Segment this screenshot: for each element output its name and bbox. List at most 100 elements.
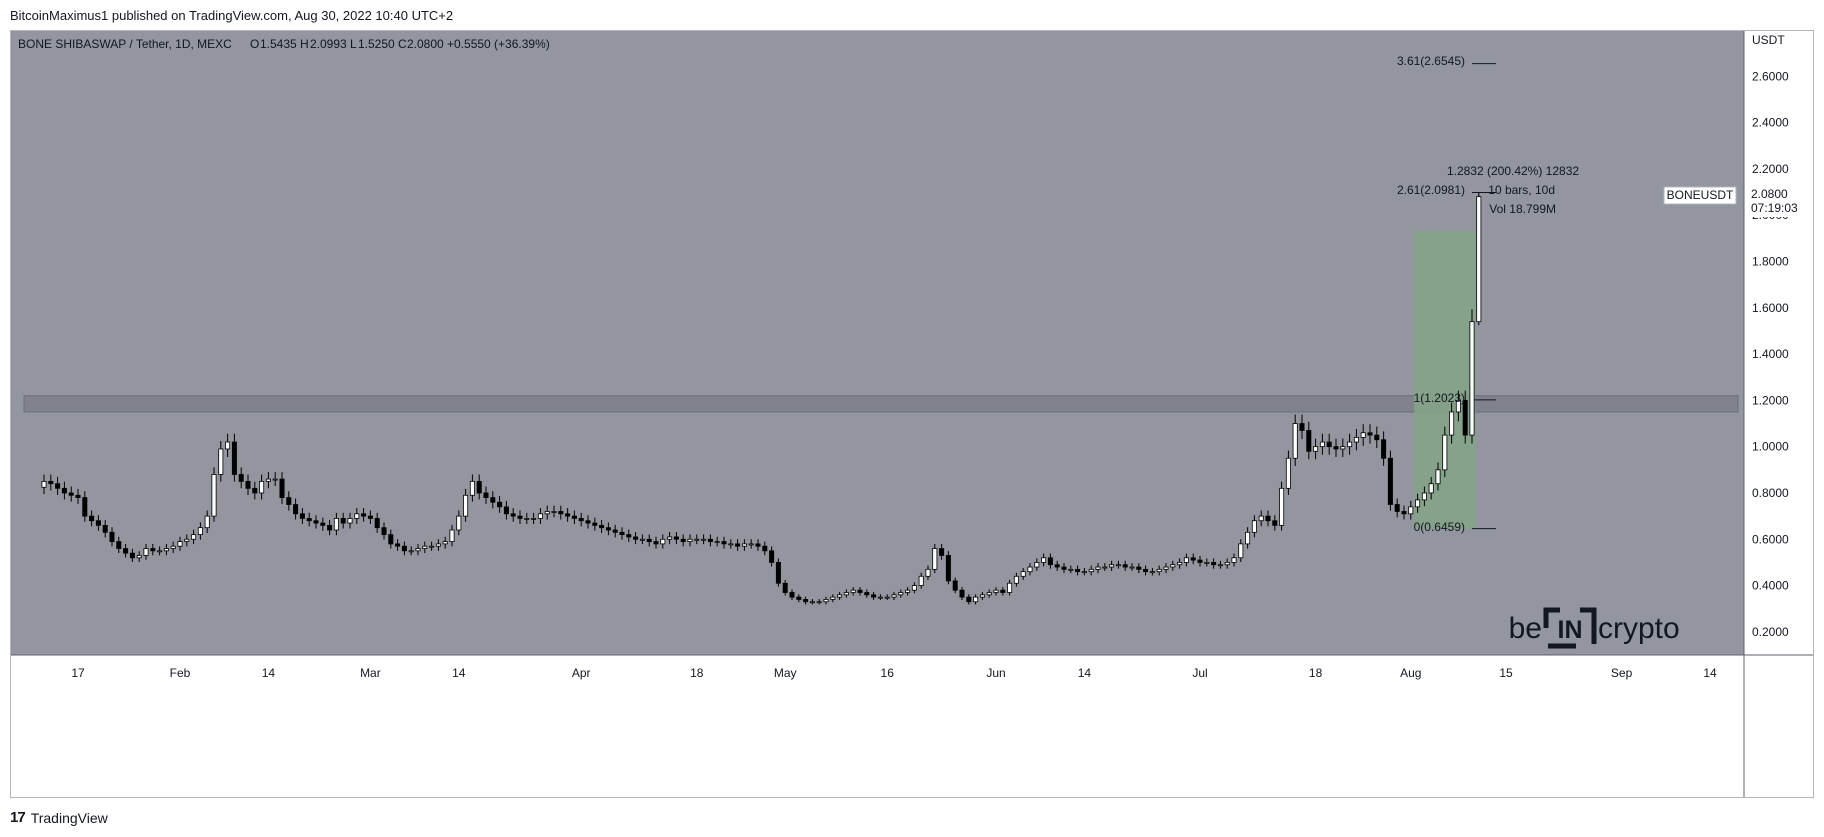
candle-body (225, 441, 231, 450)
candle-body (707, 538, 713, 542)
candle-body (252, 487, 258, 494)
candle-body (1204, 562, 1210, 564)
candle-body (653, 541, 659, 545)
candle-body (877, 596, 883, 599)
time-axis[interactable]: 17 Feb 14 Mar 14 Apr 18 May 16 Jun 14 Jul 18 Aug 15 Sep… (71, 666, 1717, 680)
candle-body (544, 511, 550, 515)
candle-body (1435, 469, 1441, 485)
candle-body (184, 538, 190, 542)
legend-l-value: 1.5250 (358, 37, 395, 51)
candle-body (259, 480, 265, 494)
candle-body (1197, 559, 1203, 563)
candle-body (898, 592, 904, 596)
candles (41, 192, 1482, 605)
last-price-box (1746, 185, 1810, 217)
candle-body (701, 538, 707, 541)
plot-background (10, 30, 1744, 655)
legend-o-value: 1.5435 (260, 37, 297, 51)
candle-body (1387, 457, 1393, 505)
candle-body (1136, 566, 1142, 570)
candle-body (599, 524, 605, 529)
candle-body (1217, 564, 1223, 567)
candle-body (150, 548, 156, 552)
candle-body (510, 513, 516, 517)
candle-body (299, 513, 305, 519)
candle-body (327, 524, 333, 531)
candle-body (789, 592, 795, 598)
candle-body (1054, 564, 1060, 568)
candle-body (469, 480, 475, 496)
candle-body (803, 599, 809, 603)
candle-body (129, 552, 135, 559)
candle-body (911, 585, 917, 591)
candle-body (748, 543, 754, 546)
legend-l-label: L (350, 37, 357, 51)
candle-body (1115, 564, 1121, 567)
candle-body (1122, 564, 1128, 568)
candle-body (1394, 504, 1400, 512)
candle-body (755, 543, 761, 547)
price-tick: 2.4000 (1752, 116, 1789, 130)
chart-frame[interactable]: BONE SHIBASWAP / Tether, 1D, MEXC O 1.54… (10, 30, 1814, 798)
candle-body (1279, 487, 1285, 526)
fib-levels (1472, 63, 1496, 530)
candle-body (497, 501, 503, 508)
candle-body (1272, 520, 1278, 526)
candle-body (952, 580, 958, 591)
footer: 17 TradingView (10, 809, 108, 826)
time-tick: Aug (1400, 666, 1421, 680)
candle-body (728, 543, 734, 546)
fib-1-label: 1(1.2023) (1414, 391, 1465, 405)
watermark-crypto: crypto (1598, 612, 1680, 645)
candle-body (429, 545, 435, 548)
legend-h-label: H (300, 37, 309, 51)
candle-body (959, 589, 965, 598)
candle-body (905, 589, 911, 593)
candle-body (136, 555, 142, 559)
candle-body (1462, 399, 1468, 436)
candle-body (864, 592, 870, 596)
candle-body (361, 513, 367, 517)
candle-body (381, 527, 387, 536)
candle-body (333, 518, 339, 531)
candle-body (442, 541, 448, 545)
resistance-zone (23, 395, 1739, 413)
candlestick-chart[interactable]: BONE SHIBASWAP / Tether, 1D, MEXC O 1.54… (10, 30, 1814, 798)
candle-body (449, 529, 455, 542)
candle-body (347, 518, 353, 524)
candle-body (320, 522, 326, 526)
symbol-tag-box (1663, 186, 1737, 205)
candle-body (503, 506, 509, 515)
candle-body (741, 543, 747, 547)
legend-ohlc: O 1.5435 H 2.0993 L 1.5250 C 2.0800 +0.5… (250, 37, 550, 51)
price-axis[interactable]: 0.2000 0.4000 0.6000 0.8000 1.0000 1.2000 1.40… (1752, 69, 1789, 639)
candle-body (537, 513, 543, 519)
candle-body (157, 550, 163, 553)
candle-body (884, 596, 890, 599)
candle-body (1034, 562, 1040, 568)
candle-body (1170, 564, 1176, 568)
candle-body (463, 494, 469, 517)
candle-body (973, 596, 979, 603)
candle-body (340, 518, 346, 524)
candle-body (354, 513, 360, 519)
candle-body (1013, 575, 1019, 584)
candle-body (1177, 562, 1183, 566)
fib-261-label: 2.61(2.0981) (1397, 183, 1465, 197)
candle-body (571, 515, 577, 519)
candle-body (646, 538, 652, 542)
candle-body (775, 562, 781, 584)
measure-bars-label: 10 bars, 10d (1488, 183, 1555, 197)
fib-361-label: 3.61(2.6545) (1397, 54, 1465, 68)
candle-body (211, 474, 217, 517)
candle-body (1455, 399, 1461, 413)
candle-body (1143, 568, 1149, 573)
candle-body (476, 480, 482, 494)
time-tick: 15 (1499, 666, 1513, 680)
price-tick: 1.2000 (1752, 393, 1789, 407)
candle-body (1374, 434, 1380, 441)
candle-body (61, 487, 67, 494)
candle-body (816, 601, 822, 604)
candle-body (1129, 566, 1135, 569)
candle-body (592, 522, 598, 526)
